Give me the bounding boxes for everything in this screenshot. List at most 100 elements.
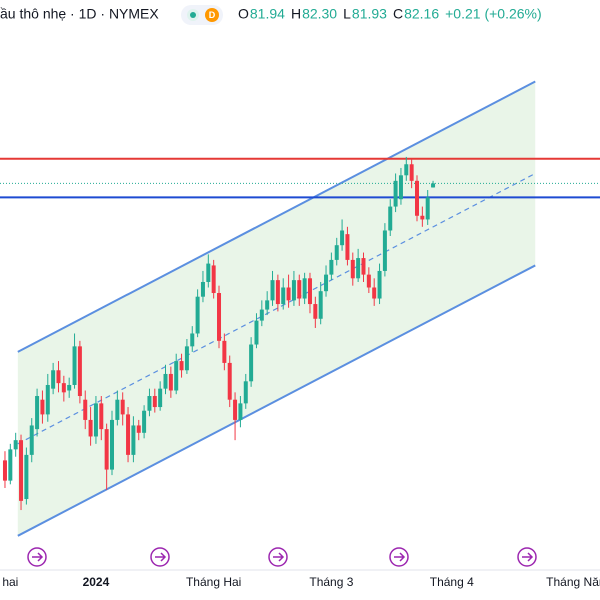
candle-body <box>409 164 414 181</box>
ohlc-key: H <box>291 6 301 22</box>
x-tick-label: Tháng 4 <box>430 575 474 589</box>
candle-body <box>254 320 259 345</box>
candle-body <box>291 280 296 301</box>
candle-body <box>233 399 238 420</box>
x-tick-label: hai <box>2 575 18 589</box>
event-icon[interactable] <box>517 547 537 567</box>
event-icon[interactable] <box>268 547 288 567</box>
candle-body <box>104 429 109 470</box>
symbol-title: ầu thô nhẹ · 1D · NYMEX <box>0 6 159 22</box>
candle-body <box>350 259 355 279</box>
candle-body <box>243 381 248 404</box>
candle-body <box>200 281 205 297</box>
candle-body <box>109 419 114 470</box>
plot-area <box>0 80 600 537</box>
channel-mid <box>17 172 536 445</box>
candle-body <box>142 410 147 433</box>
candle-body <box>249 344 254 382</box>
candle-body <box>45 384 50 415</box>
ohlc-value: 81.94 <box>250 6 285 22</box>
ohlc-value: 81.93 <box>352 6 387 22</box>
x-tick-label: 2024 <box>83 575 110 589</box>
candle-body <box>404 164 409 176</box>
candle-body <box>152 396 157 408</box>
candle-body <box>398 175 403 200</box>
candle-body <box>35 396 40 430</box>
candle-body <box>334 245 339 260</box>
ohlc-key: L <box>343 6 351 22</box>
candle-body <box>238 403 243 420</box>
badge-text: D <box>209 10 216 20</box>
channel-lower <box>17 264 536 537</box>
candle-body <box>174 361 179 391</box>
candle-body <box>270 280 275 301</box>
candle-body <box>99 403 104 430</box>
candle-body <box>318 291 323 319</box>
candle-body <box>83 399 88 420</box>
candle-body <box>372 287 377 299</box>
candle-body <box>414 180 419 216</box>
ohlc-key: C <box>393 6 403 22</box>
candle-body <box>40 399 45 415</box>
candle-body <box>51 370 56 389</box>
candle-body <box>126 414 131 455</box>
candle-body <box>297 280 302 299</box>
candle-body <box>13 440 18 450</box>
candle-body <box>382 230 387 271</box>
candle-body <box>377 270 382 299</box>
candle-body <box>93 403 98 437</box>
candle-body <box>158 388 163 408</box>
legend-header: ầu thô nhẹ · 1D · NYMEX D O 81.94 H 82.30 L 8… <box>0 5 542 25</box>
ohlc-value: 82.16 <box>404 6 439 22</box>
ohlc-value: 82.30 <box>302 6 337 22</box>
badge <box>205 8 219 22</box>
candle-body <box>19 440 24 501</box>
candle-body <box>179 361 184 371</box>
candle-body <box>72 346 77 385</box>
ohlc-key: O <box>238 6 249 22</box>
candle-body <box>227 362 232 400</box>
x-tick-label: Tháng Năm <box>546 575 600 589</box>
x-tick-label: Tháng 3 <box>309 575 353 589</box>
candle-body <box>281 287 286 305</box>
candle-body <box>147 396 152 411</box>
candle-body <box>211 265 216 294</box>
candle-body <box>265 300 270 310</box>
candle-body <box>190 333 195 347</box>
change: +0.21 (+0.26%) <box>445 6 542 22</box>
candle-body <box>67 384 72 391</box>
candle-body <box>88 419 93 437</box>
candle-body <box>2 460 7 481</box>
candle-body <box>222 340 227 363</box>
event-icon[interactable] <box>150 547 170 567</box>
event-icons <box>27 547 537 567</box>
candle-body <box>29 425 34 455</box>
status-dot <box>190 12 196 18</box>
candle-body <box>77 346 82 397</box>
candle-body <box>131 425 136 455</box>
candle-body <box>393 180 398 207</box>
candle-body <box>420 215 425 220</box>
candle-body <box>345 234 350 260</box>
candle-body <box>206 263 211 282</box>
event-icon[interactable] <box>27 547 47 567</box>
candle-body <box>361 258 366 275</box>
candle-body <box>163 373 168 389</box>
candle-body <box>313 304 318 319</box>
candle-body <box>329 259 334 275</box>
x-tick-label: Tháng Hai <box>186 575 241 589</box>
candle-body <box>302 278 307 299</box>
candle-body <box>307 278 312 305</box>
candle-body <box>24 454 29 500</box>
candle-body <box>56 370 61 384</box>
channel-upper <box>17 80 536 353</box>
candle-body <box>286 287 291 301</box>
candle-body <box>259 309 264 321</box>
candle-body <box>120 399 125 415</box>
candle-body <box>217 293 222 341</box>
candle-body <box>61 383 66 393</box>
event-icon[interactable] <box>389 547 409 567</box>
candle-body <box>168 373 173 391</box>
